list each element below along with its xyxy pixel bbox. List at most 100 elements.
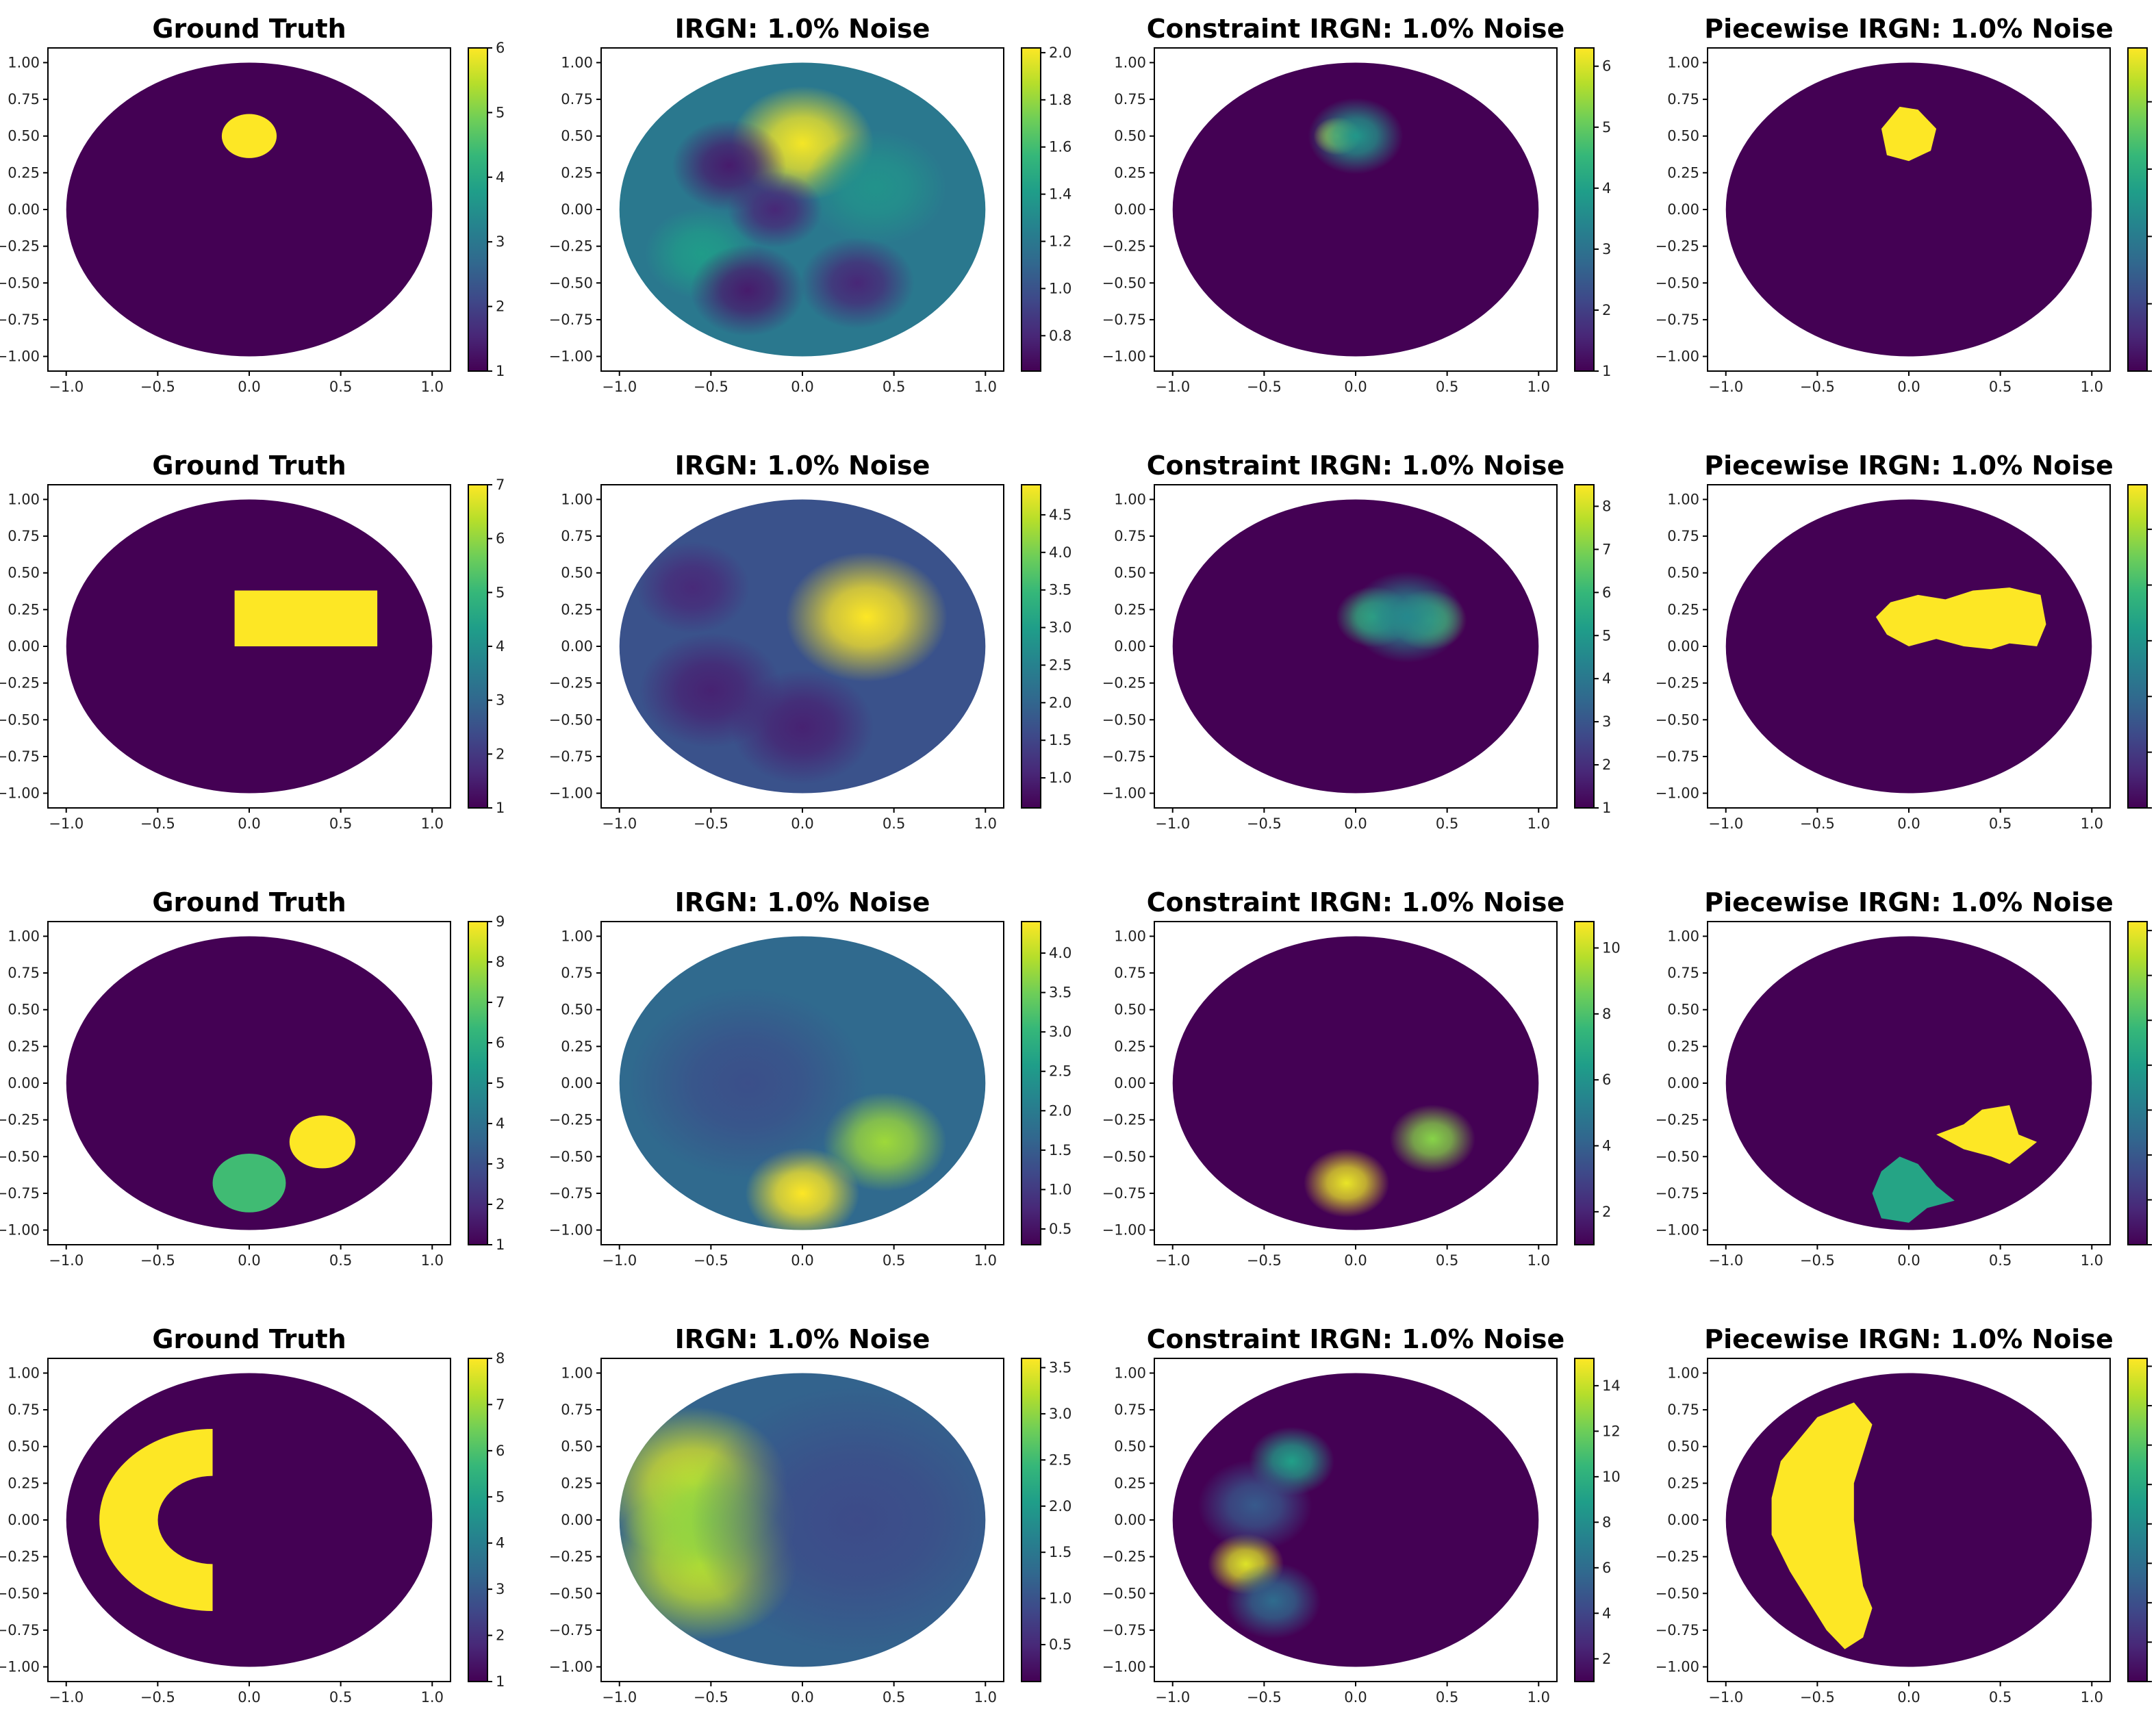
y-tick-label: 0.50 (561, 1438, 593, 1455)
x-tick-label: 0.5 (883, 1689, 905, 1706)
colorbar-tick-label: 4 (496, 638, 505, 655)
colorbar-tick-label: 6 (1602, 584, 1611, 600)
y-tick-label: 0.50 (8, 1002, 40, 1018)
y-tick-label: −0.50 (1656, 711, 1699, 728)
colorbar-tick-label: 2 (1602, 1651, 1611, 1667)
y-tick-label: −0.50 (0, 1585, 40, 1601)
x-tick-label: −1.0 (1155, 1689, 1190, 1706)
y-tick-label: 1.00 (561, 928, 593, 944)
colorbar-tick-label: 5 (496, 1075, 505, 1091)
x-tick-label: 0.0 (1344, 379, 1367, 395)
colorbar (468, 1358, 487, 1682)
x-tick-label: 1.0 (974, 815, 997, 832)
y-tick-label: −0.75 (1102, 1622, 1146, 1638)
x-tick-label: −1.0 (1708, 1252, 1743, 1269)
x-tick-label: 0.0 (1344, 815, 1367, 832)
colorbar-frame (1021, 1358, 1041, 1682)
colorbar-tick-label: 0.5 (1049, 1636, 1071, 1653)
y-tick-label: 0.25 (561, 601, 593, 618)
x-tick-label: 0.0 (238, 1689, 260, 1706)
x-tick-label: 0.0 (791, 815, 813, 832)
colorbar-frame (2127, 1358, 2148, 1682)
x-tick-label: 0.0 (1897, 815, 1920, 832)
y-tick-label: 0.00 (1114, 1512, 1146, 1528)
y-tick-label: −0.75 (549, 748, 593, 765)
y-tick-label: −0.50 (0, 275, 40, 291)
colorbar-tick-label: 1.8 (1049, 92, 1071, 108)
field-layer (234, 590, 378, 646)
y-tick-label: 0.00 (1667, 638, 1699, 655)
colorbar (2128, 1358, 2147, 1682)
x-tick-label: 0.0 (238, 815, 260, 832)
panel-title: IRGN: 1.0% Noise (675, 14, 930, 44)
colorbar-tick-label: 6 (496, 531, 505, 547)
panel-title: IRGN: 1.0% Noise (675, 451, 930, 481)
y-tick-label: 0.25 (561, 164, 593, 181)
y-tick-label: −1.00 (1102, 785, 1146, 802)
y-tick-label: 0.25 (561, 1475, 593, 1491)
y-tick-label: 0.50 (1114, 565, 1146, 581)
y-tick-label: −0.50 (0, 711, 40, 728)
y-tick-label: −1.00 (549, 348, 593, 365)
y-tick-label: −0.50 (1102, 275, 1146, 291)
colorbar-tick-label: 4 (496, 169, 505, 186)
panel-title: Piecewise IRGN: 1.0% Noise (1704, 1324, 2113, 1354)
colorbar-tick-label: 2.5 (1049, 1452, 1071, 1468)
y-tick-label: −0.75 (1656, 312, 1699, 328)
x-tick-label: 1.0 (974, 1252, 997, 1269)
y-tick-label: 0.00 (1667, 201, 1699, 218)
colorbar-tick-label: 1.5 (1049, 1142, 1071, 1158)
colorbar (1022, 48, 1041, 371)
x-tick-label: 1.0 (1527, 815, 1550, 832)
colorbar-tick-label: 2.5 (1049, 657, 1071, 673)
y-tick-label: −0.50 (1656, 275, 1699, 291)
colorbar-tick-label: 6 (1602, 1560, 1611, 1576)
y-tick-label: 0.00 (8, 201, 40, 218)
colorbar-tick-label: 1.0 (1049, 770, 1071, 786)
colorbar-tick-label: 8 (496, 954, 505, 970)
inclusion-polygon (1881, 106, 1937, 162)
panel-2-4: Piecewise IRGN: 1.0% Noise 1.00 0.75 0.50 0.… (1656, 451, 2156, 832)
colorbar-tick-label: 2.0 (1049, 1102, 1071, 1119)
x-tick-label: −1.0 (602, 815, 637, 832)
panel-title: Constraint IRGN: 1.0% Noise (1147, 887, 1564, 917)
field-layer (221, 114, 277, 158)
colorbar-tick-label: 1 (496, 1237, 505, 1253)
colorbar-tick-label: 1 (496, 1673, 505, 1690)
colorbar-tick-label: 4.0 (1049, 544, 1071, 561)
y-tick-label: −0.50 (549, 1585, 593, 1601)
colorbar (468, 485, 487, 808)
y-tick-label: −0.75 (1656, 748, 1699, 765)
colorbar-tick-label: 1.6 (1049, 139, 1071, 155)
panel-3-1: Ground Truth 1.00 0.75 0.50 0.25 0.00 −0.25 −0.… (0, 887, 505, 1269)
panel-title: Ground Truth (152, 887, 346, 917)
y-tick-label: −1.00 (1102, 1659, 1146, 1675)
x-tick-label: −0.5 (1800, 1689, 1835, 1706)
y-tick-label: −1.00 (1102, 348, 1146, 365)
field-blob (1226, 1562, 1321, 1639)
y-tick-label: 0.25 (1114, 1038, 1146, 1054)
colorbar-tick-label: 2 (1602, 757, 1611, 773)
y-tick-label: −0.25 (1656, 675, 1699, 692)
x-tick-label: 0.5 (1436, 1252, 1458, 1269)
y-tick-label: 0.75 (1667, 1402, 1699, 1418)
field-blob (727, 171, 823, 248)
colorbar-tick-label: 4 (1602, 1605, 1611, 1621)
x-tick-label: 0.5 (329, 1252, 352, 1269)
y-tick-label: −0.25 (0, 238, 40, 255)
colorbar (1022, 485, 1041, 808)
field-layer (212, 1115, 356, 1213)
colorbar (2128, 48, 2147, 371)
panel-2-1: Ground Truth 1.00 0.75 0.50 0.25 0.00 −0.25 −0.… (0, 451, 505, 832)
colorbar-frame (1574, 47, 1595, 372)
y-tick-label: −0.25 (549, 675, 593, 692)
y-tick-label: 1.00 (8, 54, 40, 71)
y-tick-label: −1.00 (1656, 348, 1699, 365)
panel-3-4: Piecewise IRGN: 1.0% Noise 1.00 0.75 0.50 0.… (1656, 887, 2156, 1269)
y-tick-label: −0.25 (1656, 1112, 1699, 1128)
colorbar-tick-label: 7 (496, 994, 505, 1011)
colorbar-tick-label: 2.0 (1049, 694, 1071, 711)
y-tick-label: −1.00 (1656, 785, 1699, 802)
y-tick-label: 0.75 (1114, 528, 1146, 544)
panel-title: Piecewise IRGN: 1.0% Noise (1704, 887, 2113, 917)
